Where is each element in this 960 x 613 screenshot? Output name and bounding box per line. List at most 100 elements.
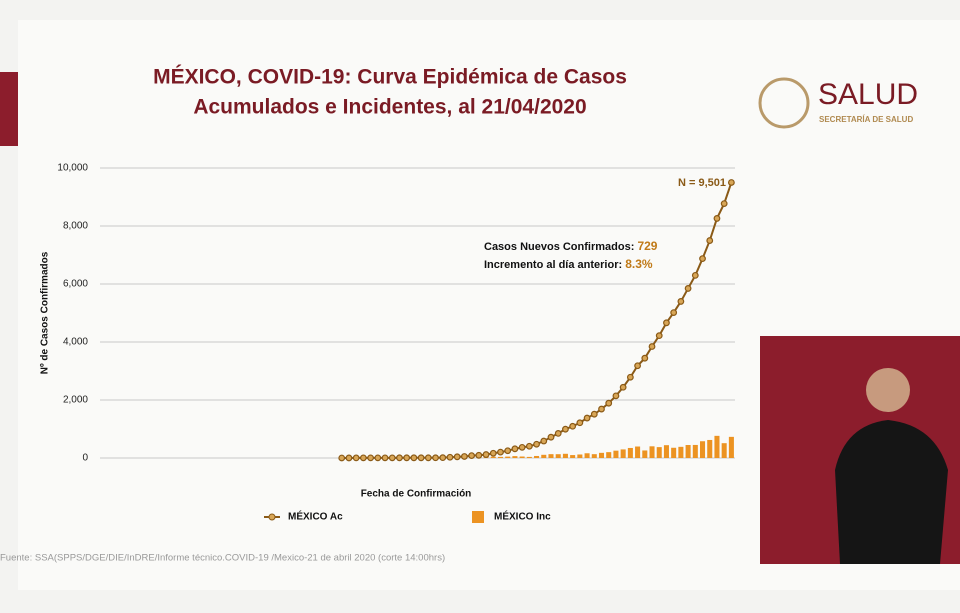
line-point xyxy=(540,437,548,445)
y-tick-label: 2,000 xyxy=(63,395,88,406)
line-point xyxy=(525,442,533,450)
line-point xyxy=(403,454,411,462)
annotation-value: 8.3% xyxy=(625,257,653,271)
bar xyxy=(728,436,734,458)
bar xyxy=(505,456,511,458)
line-point xyxy=(461,453,468,460)
line-point xyxy=(626,373,634,381)
bar xyxy=(497,456,504,458)
bar xyxy=(584,453,590,458)
y-tick-label: 8,000 xyxy=(63,221,88,232)
line-point xyxy=(670,309,678,316)
plot: 0 2,000 4,000 6,000 8,000 10,000 MÉXICO Ac MÉXI… xyxy=(57,163,735,523)
brand: SALUD xyxy=(818,78,918,111)
line-point xyxy=(482,451,490,458)
bar xyxy=(649,446,655,458)
line-point xyxy=(352,454,360,462)
bar xyxy=(534,455,540,458)
bar xyxy=(490,456,496,458)
line-point xyxy=(663,319,670,327)
bar xyxy=(671,447,677,458)
line-point xyxy=(691,271,699,279)
bar xyxy=(562,453,568,458)
line-point xyxy=(511,445,519,453)
bar xyxy=(613,450,619,458)
bar xyxy=(663,445,669,458)
line-point xyxy=(396,454,403,462)
line-point xyxy=(605,399,613,407)
interpreter-head xyxy=(866,368,910,412)
line-point xyxy=(367,454,374,462)
line-point xyxy=(374,454,382,462)
y-tick-label: 10,000 xyxy=(57,163,88,174)
emblem xyxy=(758,77,810,129)
bar xyxy=(700,441,706,458)
line-point xyxy=(489,449,497,457)
line-point xyxy=(699,255,706,263)
bar xyxy=(620,449,626,458)
bar xyxy=(692,444,698,458)
bar xyxy=(598,452,605,458)
legend-label: MÉXICO Inc xyxy=(494,510,551,523)
y-tick-label: 6,000 xyxy=(63,279,88,290)
legend-marker xyxy=(268,513,276,521)
bar xyxy=(519,456,525,458)
legend-marker xyxy=(472,511,484,523)
total-annotation: N = 9,501 xyxy=(678,177,726,189)
bar xyxy=(577,454,583,458)
bar xyxy=(685,445,691,458)
line-point xyxy=(641,354,649,362)
line-point xyxy=(720,200,728,208)
line-point xyxy=(497,448,504,456)
line-point xyxy=(612,392,620,400)
annotation: Incremento al día anterior: 8.3% xyxy=(484,257,653,271)
line-point xyxy=(381,454,389,462)
line-point xyxy=(518,443,526,451)
line-point xyxy=(468,452,476,460)
line-point xyxy=(598,405,605,413)
line-point xyxy=(338,454,346,462)
y-tick-label: 0 xyxy=(82,453,88,464)
line-point xyxy=(634,362,641,370)
line-point xyxy=(504,447,512,455)
bar xyxy=(635,446,641,458)
bar xyxy=(656,447,662,458)
bar xyxy=(512,456,518,458)
brand-subtitle: SECRETARÍA DE SALUD xyxy=(819,115,913,124)
annotation-text: Incremento al día anterior: xyxy=(484,259,622,271)
line-point xyxy=(727,179,735,186)
line-point xyxy=(576,419,584,427)
line-point xyxy=(410,454,418,462)
line-point xyxy=(547,433,555,441)
line-point xyxy=(345,454,353,462)
line-point xyxy=(648,343,656,350)
line-point xyxy=(432,454,439,462)
line-point xyxy=(677,298,685,305)
bar xyxy=(721,443,727,458)
line-point xyxy=(453,453,461,461)
bar xyxy=(678,446,684,458)
bar xyxy=(555,454,561,458)
title-line: Acumulados e Incidentes, al 21/04/2020 xyxy=(193,96,586,119)
bar xyxy=(627,447,633,458)
line-point xyxy=(562,425,569,433)
x-axis-label: Fecha de Confirmación xyxy=(361,489,472,500)
line-point xyxy=(583,414,591,422)
bar xyxy=(642,450,648,458)
annotation: Casos Nuevos Confirmados: 729 xyxy=(484,239,658,253)
annotation-value: 729 xyxy=(637,239,657,253)
bar xyxy=(707,439,713,458)
legend-label: MÉXICO Ac xyxy=(288,510,343,523)
bar xyxy=(606,452,612,458)
line-point xyxy=(417,454,425,462)
line-point xyxy=(569,422,577,430)
line-point xyxy=(424,454,432,462)
side-tab xyxy=(0,72,18,146)
bar xyxy=(591,454,597,458)
line-point xyxy=(446,453,454,461)
title-line: MÉXICO, COVID-19: Curva Epidémica de Cas… xyxy=(153,66,627,89)
line-point xyxy=(388,454,396,462)
y-axis-label: Nº de Casos Confirmados xyxy=(40,251,51,374)
line-point xyxy=(619,383,627,391)
